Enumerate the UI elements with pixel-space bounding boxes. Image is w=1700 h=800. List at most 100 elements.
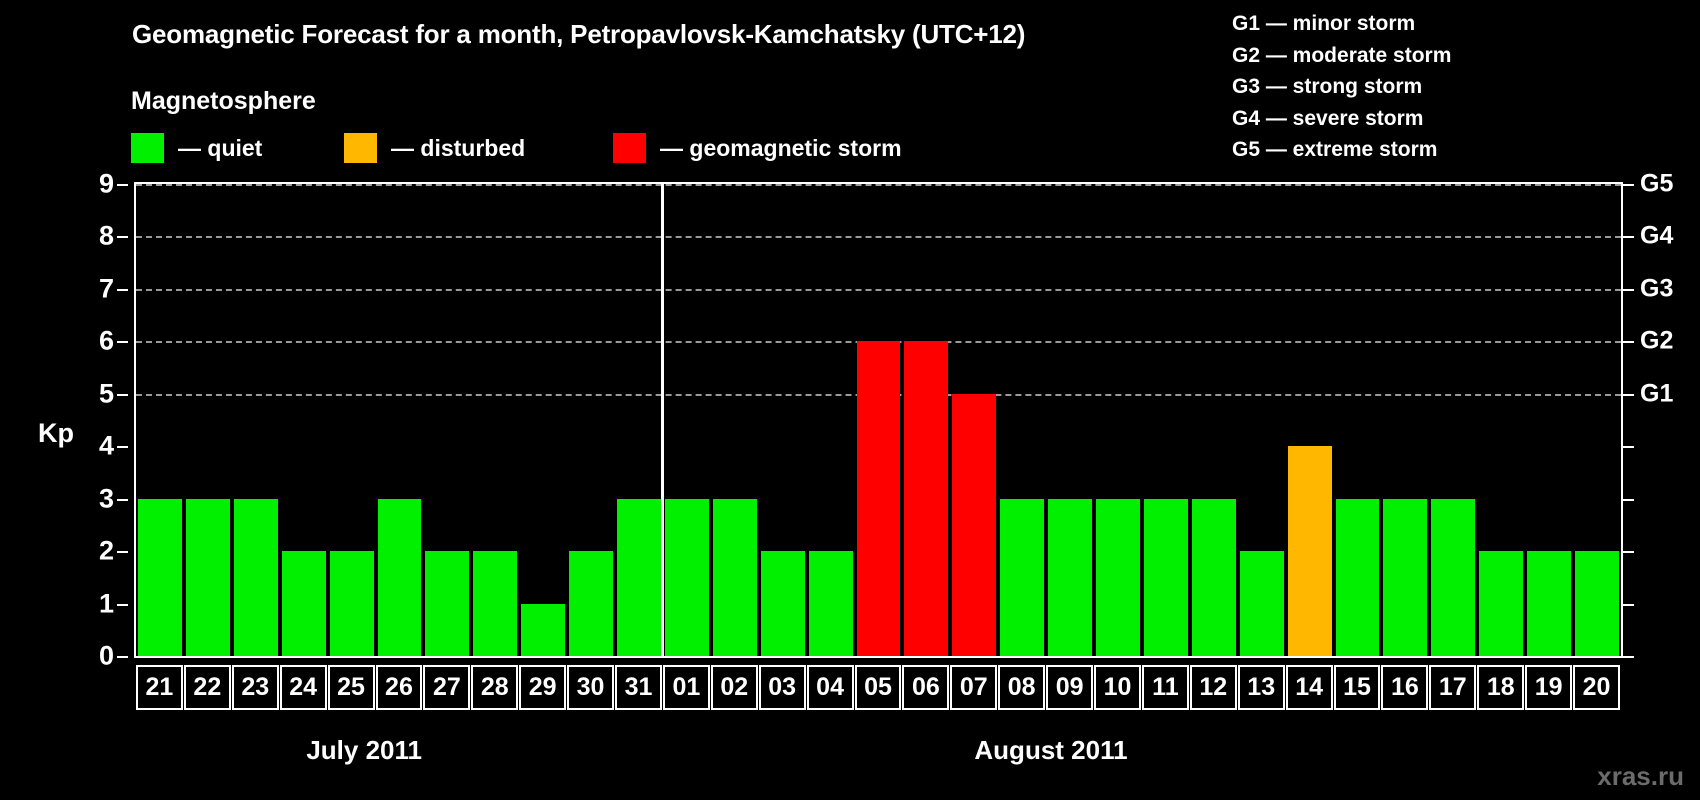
y-tick-label-8: 8 <box>98 220 114 251</box>
y-tick <box>117 184 128 186</box>
g-axis-tick <box>1623 288 1634 291</box>
bar-14 <box>1287 446 1332 656</box>
g-axis-tick <box>1623 498 1634 501</box>
y-tick-label-3: 3 <box>98 483 114 514</box>
g-axis-tick <box>1623 236 1634 239</box>
bar-03 <box>760 551 805 656</box>
day-label-08: 08 <box>998 665 1046 710</box>
g-axis-tick <box>1623 393 1634 396</box>
y-tick <box>117 236 128 239</box>
day-label-12: 12 <box>1189 665 1237 710</box>
bar-10 <box>1096 498 1140 656</box>
legend-item-quiet: — quiet <box>131 133 262 163</box>
month-label-august: August 2011 <box>974 735 1128 765</box>
bar-09 <box>1048 498 1093 656</box>
bar-04 <box>808 551 853 656</box>
bar-25 <box>329 551 374 656</box>
day-label-23: 23 <box>231 665 279 710</box>
watermark: xras.ru <box>1597 761 1684 791</box>
bar-23 <box>233 498 278 656</box>
day-label-15: 15 <box>1333 665 1381 710</box>
legend-label-storm: — geomagnetic storm <box>660 134 902 161</box>
g-scale-legend: G1 — minor storm G2 — moderate storm G3 … <box>1232 8 1451 166</box>
y-tick <box>117 603 128 606</box>
day-label-17: 17 <box>1429 665 1477 710</box>
g-axis-tick <box>1623 446 1634 449</box>
day-label-25: 25 <box>327 665 375 710</box>
day-label-09: 09 <box>1046 665 1094 710</box>
day-label-03: 03 <box>758 665 806 710</box>
y-tick <box>117 446 128 449</box>
bar-22 <box>185 498 230 656</box>
bar-24 <box>281 551 326 656</box>
y-tick-label-7: 7 <box>98 273 114 304</box>
bar-18 <box>1479 551 1524 656</box>
magnetosphere-heading: Magnetosphere <box>131 87 316 115</box>
plot-inner <box>136 184 1621 656</box>
legend-swatch-disturbed-icon <box>344 133 377 163</box>
y-tick-label-1: 1 <box>98 588 114 619</box>
bars-layer <box>136 184 1621 656</box>
y-tick <box>117 393 128 396</box>
bar-07 <box>952 393 997 656</box>
legend-swatch-quiet-icon <box>131 133 164 163</box>
gridline <box>136 236 1621 239</box>
bar-26 <box>377 498 422 656</box>
day-label-22: 22 <box>183 665 231 710</box>
plot-area <box>134 182 1623 658</box>
y-tick-label-9: 9 <box>98 168 114 199</box>
day-label-27: 27 <box>423 665 471 710</box>
g-scale-row-g5: G5 — extreme storm <box>1232 134 1451 166</box>
bar-27 <box>425 551 470 656</box>
y-tick <box>117 656 128 658</box>
gridline <box>136 184 1621 186</box>
day-label-16: 16 <box>1381 665 1429 710</box>
bar-11 <box>1143 498 1188 656</box>
bar-30 <box>569 551 614 656</box>
day-label-11: 11 <box>1141 665 1189 710</box>
y-tick-label-2: 2 <box>98 535 114 566</box>
month-label-july: July 2011 <box>306 735 422 765</box>
day-label-06: 06 <box>902 665 950 710</box>
y-axis-title: Kp <box>38 418 74 448</box>
day-label-21: 21 <box>136 665 183 710</box>
day-label-05: 05 <box>854 665 902 710</box>
day-label-28: 28 <box>471 665 519 710</box>
g-axis-tick <box>1623 184 1634 186</box>
g-axis-label-g1: G1 <box>1640 379 1674 408</box>
g-axis-label-g4: G4 <box>1640 221 1674 250</box>
month-divider <box>661 184 665 656</box>
bar-08 <box>1000 498 1045 656</box>
y-tick-label-4: 4 <box>98 430 114 461</box>
y-tick <box>117 551 128 554</box>
day-label-07: 07 <box>950 665 998 710</box>
bar-31 <box>617 498 661 656</box>
legend-item-disturbed: — disturbed <box>344 133 525 163</box>
y-axis-left: 0 1 2 3 4 5 6 7 8 9 <box>80 169 128 671</box>
bar-20 <box>1575 551 1619 656</box>
bar-19 <box>1527 551 1572 656</box>
g-scale-g5-label: G5 — extreme storm <box>1232 138 1438 161</box>
g-axis-label-g5: G5 <box>1640 169 1674 198</box>
day-label-26: 26 <box>375 665 423 710</box>
g-axis-tick <box>1623 341 1634 344</box>
day-label-31: 31 <box>615 665 662 710</box>
g-axis-label-g2: G2 <box>1640 326 1674 355</box>
day-label-14: 14 <box>1285 665 1333 710</box>
day-label-01: 01 <box>662 665 710 710</box>
g-scale-row-g4: G4 — severe storm <box>1232 103 1451 135</box>
g-scale-g3-label: G3 — strong storm <box>1232 75 1423 98</box>
g-scale-row-g1: G1 — minor storm <box>1232 8 1451 40</box>
bar-01 <box>664 498 709 656</box>
day-label-29: 29 <box>519 665 567 710</box>
legend-item-storm: — geomagnetic storm <box>613 133 902 163</box>
day-label-18: 18 <box>1477 665 1525 710</box>
gridline <box>136 288 1621 291</box>
g-scale-row-g3: G3 — strong storm <box>1232 71 1451 103</box>
bar-15 <box>1335 498 1380 656</box>
bar-13 <box>1239 551 1284 656</box>
day-label-19: 19 <box>1525 665 1573 710</box>
y-axis-right-gscale: G1 G2 G3 G4 G5 <box>1623 170 1697 658</box>
legend-swatch-storm-icon <box>613 133 646 163</box>
g-axis-tick <box>1623 656 1634 658</box>
